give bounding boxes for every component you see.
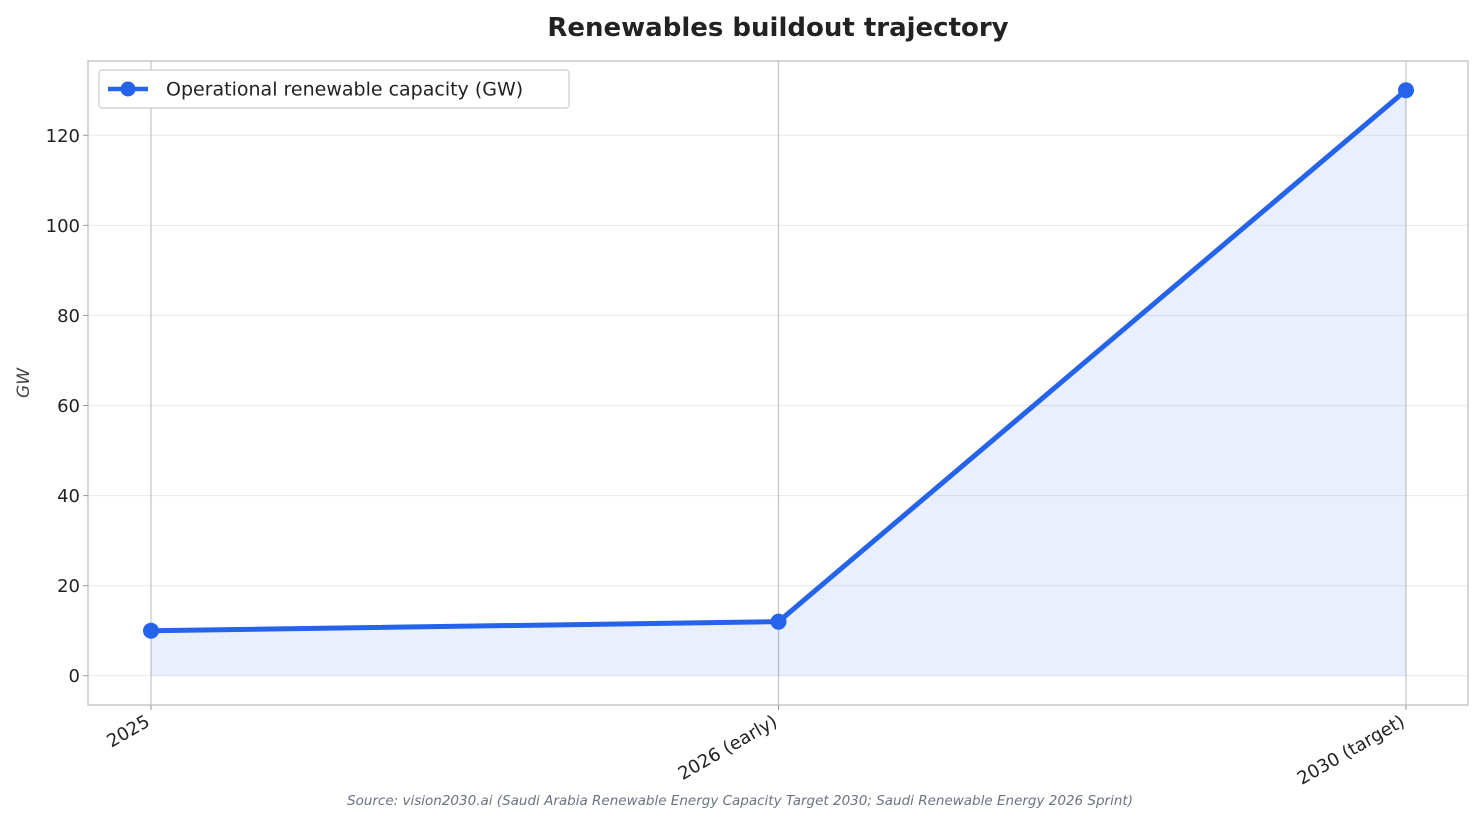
legend-label: Operational renewable capacity (GW) bbox=[166, 79, 523, 101]
area-fill bbox=[151, 90, 1406, 676]
data-points bbox=[143, 82, 1414, 639]
y-tick-label: 60 bbox=[57, 396, 80, 417]
y-axis-label: GW bbox=[14, 367, 34, 398]
data-point[interactable] bbox=[1398, 82, 1414, 99]
grid bbox=[88, 61, 1468, 705]
area-polygon bbox=[151, 90, 1406, 676]
chart-title: Renewables buildout trajectory bbox=[547, 13, 1008, 43]
y-tick-label: 0 bbox=[69, 666, 80, 687]
y-tick-label: 80 bbox=[57, 306, 80, 327]
data-point[interactable] bbox=[143, 622, 159, 639]
x-tick-label: 2026 (early) bbox=[675, 711, 781, 785]
x-axis-ticks: 2025 2026 (early) 2030 (target) bbox=[103, 705, 1409, 789]
data-point[interactable] bbox=[770, 613, 787, 630]
y-tick-label: 100 bbox=[46, 216, 80, 237]
x-tick-label: 2030 (target) bbox=[1294, 711, 1409, 789]
source-note: Source: vision2030.ai (Saudi Arabia Rene… bbox=[347, 793, 1133, 809]
y-tick-label: 120 bbox=[46, 126, 80, 147]
legend-box bbox=[98, 69, 570, 109]
legend[interactable]: Operational renewable capacity (GW) bbox=[98, 69, 570, 109]
y-axis-ticks: 0 20 40 60 80 100 120 bbox=[46, 126, 88, 687]
legend-marker-swatch bbox=[120, 81, 136, 97]
y-tick-label: 40 bbox=[57, 486, 80, 507]
y-tick-label: 20 bbox=[57, 576, 80, 597]
x-tick-label: 2025 bbox=[103, 711, 153, 752]
